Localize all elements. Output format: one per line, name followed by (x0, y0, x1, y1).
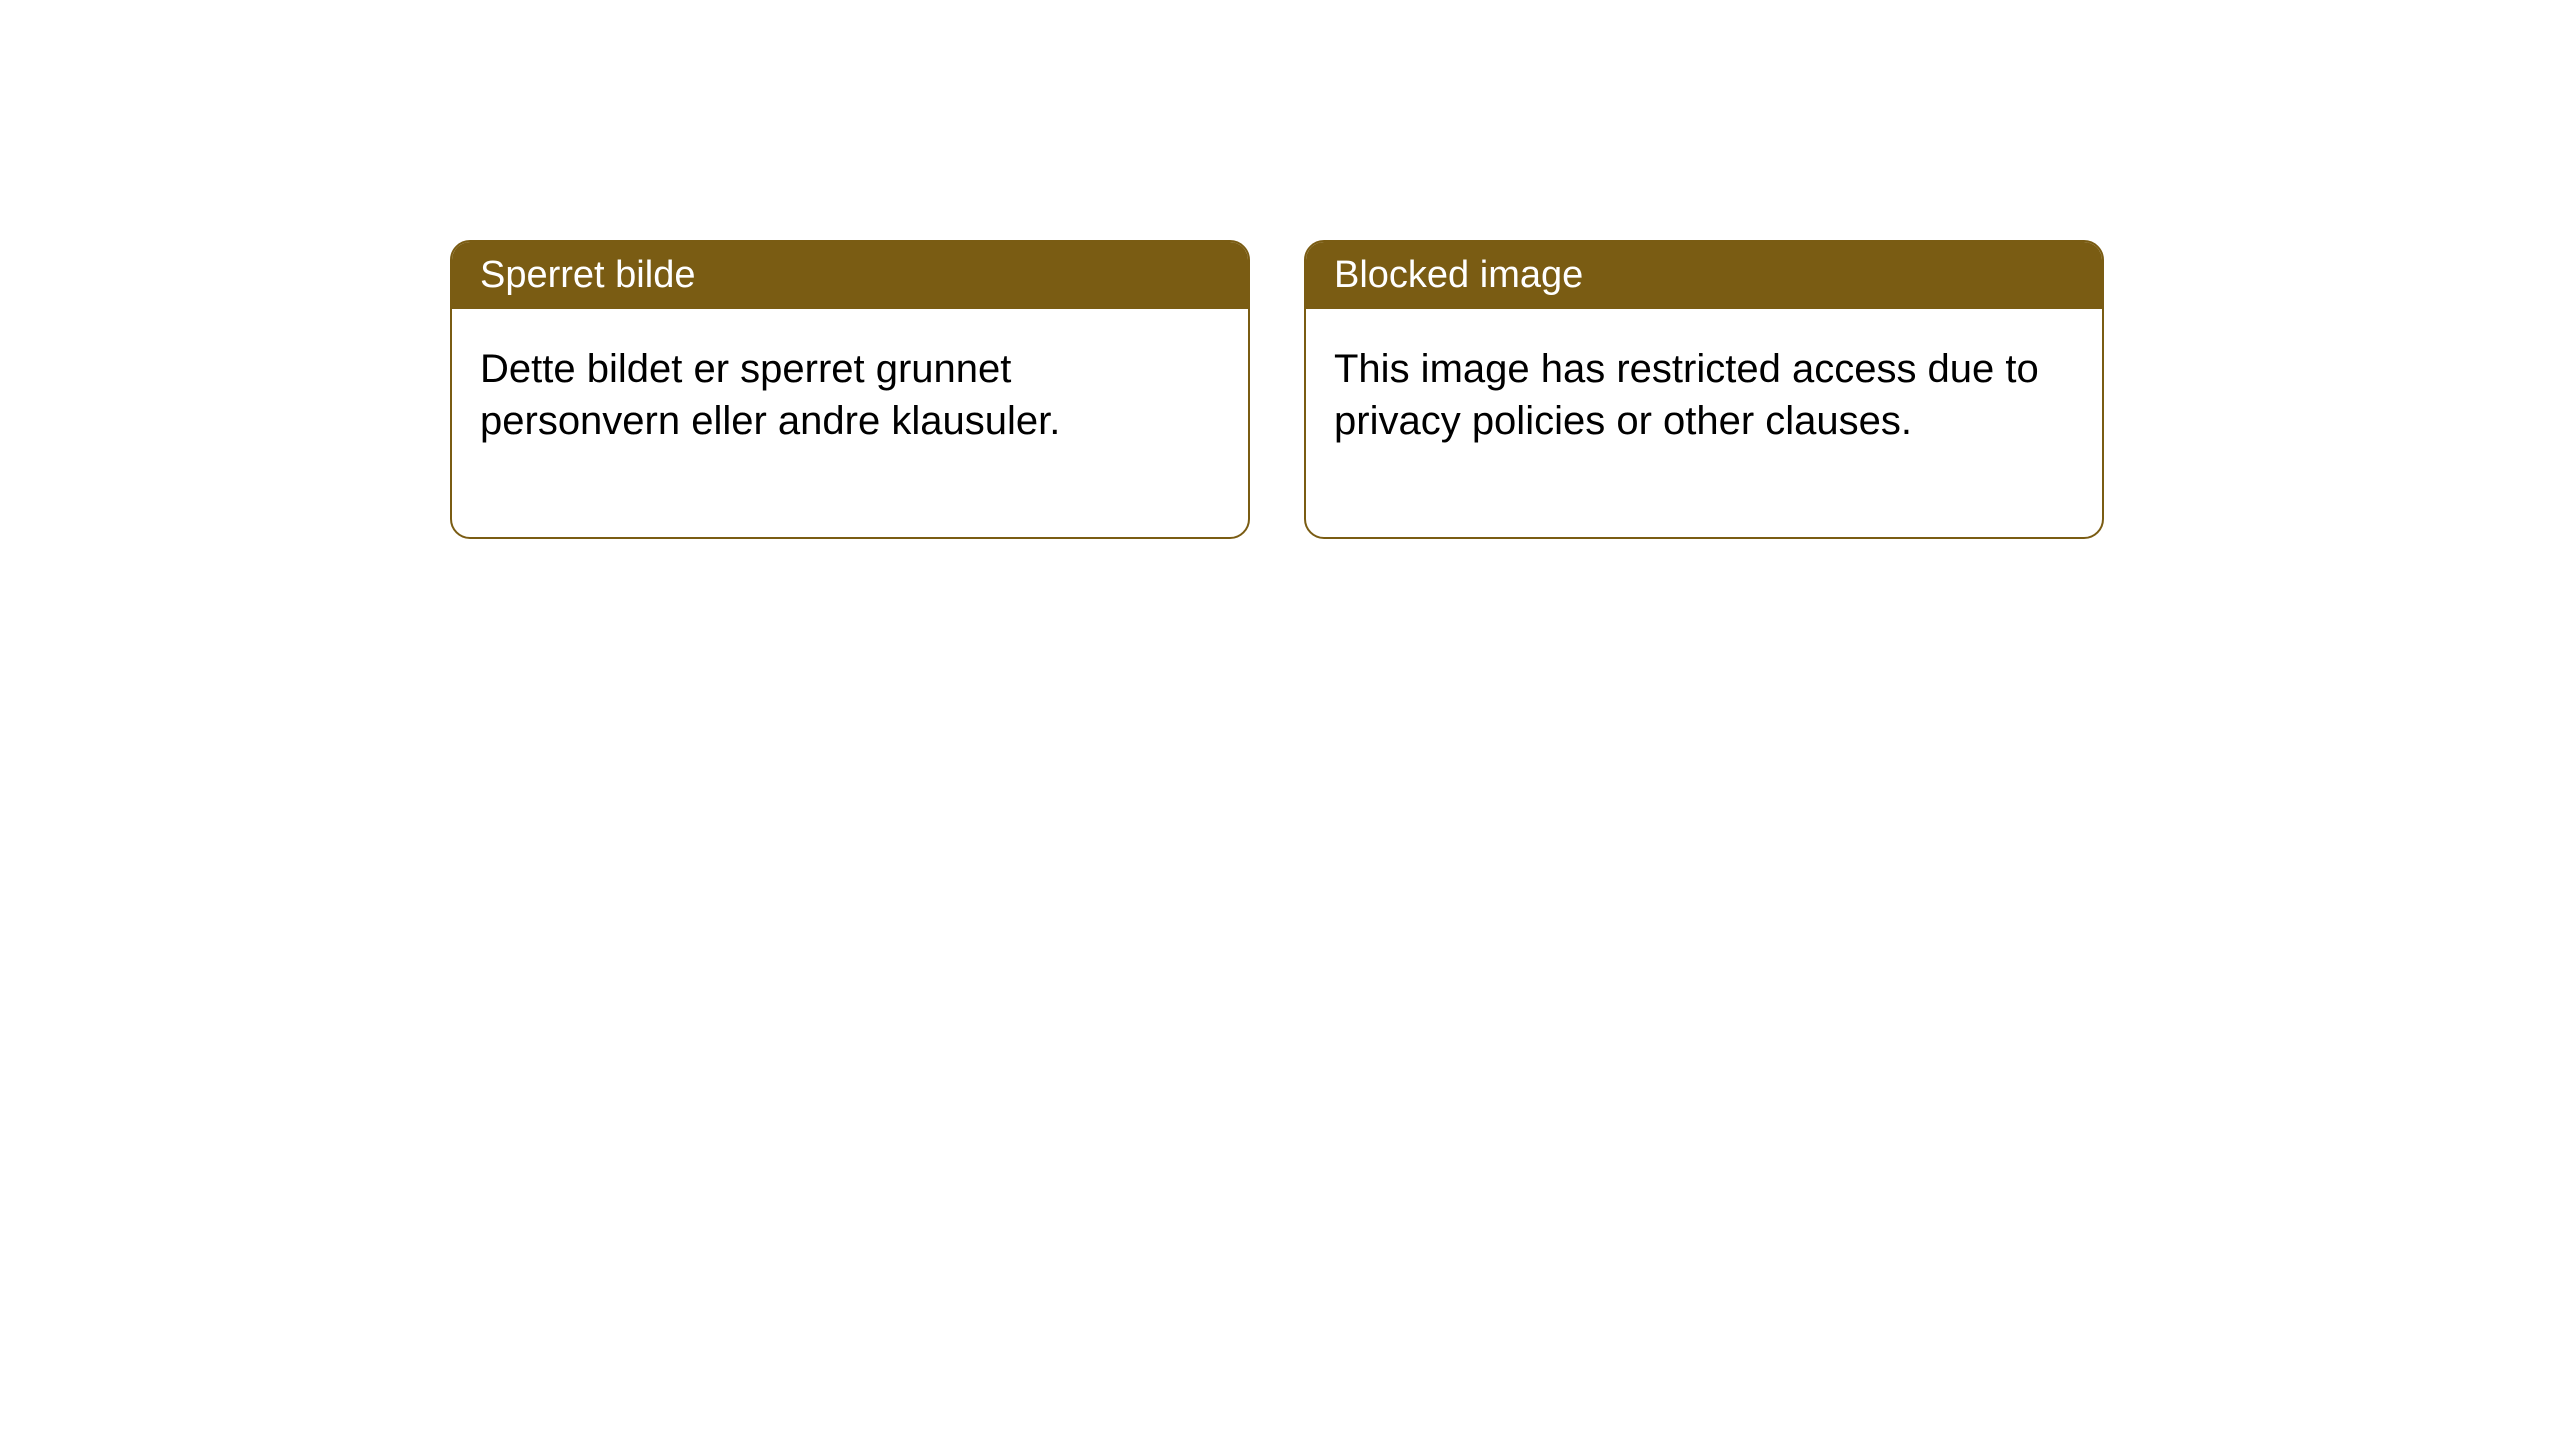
notice-card-english: Blocked image This image has restricted … (1304, 240, 2104, 539)
notice-cards-container: Sperret bilde Dette bildet er sperret gr… (450, 240, 2104, 539)
notice-card-text: Dette bildet er sperret grunnet personve… (480, 347, 1060, 443)
notice-card-header: Sperret bilde (452, 242, 1248, 309)
notice-card-body: This image has restricted access due to … (1306, 309, 2102, 537)
notice-card-body: Dette bildet er sperret grunnet personve… (452, 309, 1248, 537)
notice-card-title: Sperret bilde (480, 254, 695, 296)
notice-card-text: This image has restricted access due to … (1334, 347, 2039, 443)
notice-card-header: Blocked image (1306, 242, 2102, 309)
notice-card-title: Blocked image (1334, 254, 1583, 296)
notice-card-norwegian: Sperret bilde Dette bildet er sperret gr… (450, 240, 1250, 539)
